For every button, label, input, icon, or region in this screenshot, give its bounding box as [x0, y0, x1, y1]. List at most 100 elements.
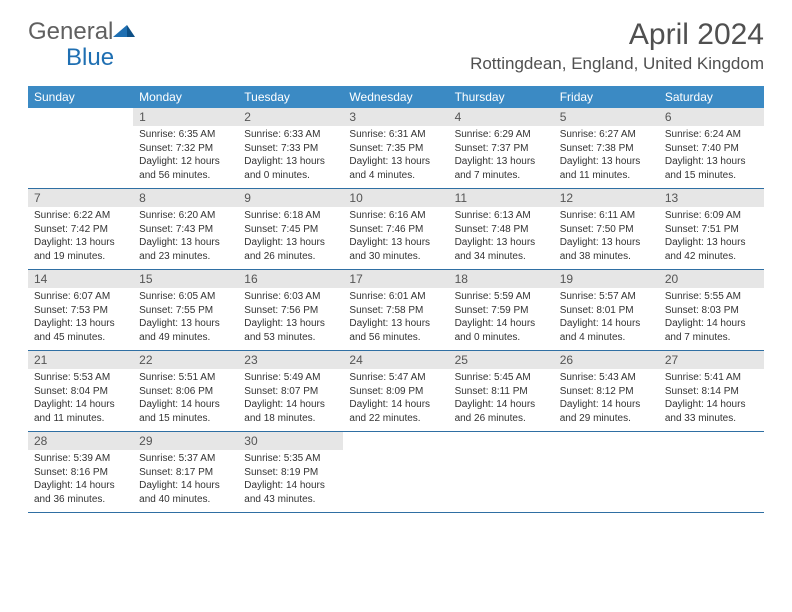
sunset-text: Sunset: 8:14 PM: [665, 385, 758, 399]
sunrise-text: Sunrise: 6:29 AM: [455, 128, 548, 142]
day-cell: 28Sunrise: 5:39 AMSunset: 8:16 PMDayligh…: [28, 432, 133, 512]
day-cell: 3Sunrise: 6:31 AMSunset: 7:35 PMDaylight…: [343, 108, 448, 188]
day-number: [343, 432, 448, 450]
daylight-text: Daylight: 13 hours and 53 minutes.: [244, 317, 337, 344]
sunset-text: Sunset: 7:50 PM: [560, 223, 653, 237]
day-details: Sunrise: 6:07 AMSunset: 7:53 PMDaylight:…: [28, 288, 133, 350]
sunset-text: Sunset: 7:32 PM: [139, 142, 232, 156]
day-details: Sunrise: 5:55 AMSunset: 8:03 PMDaylight:…: [659, 288, 764, 350]
day-details: Sunrise: 6:09 AMSunset: 7:51 PMDaylight:…: [659, 207, 764, 269]
day-cell: 10Sunrise: 6:16 AMSunset: 7:46 PMDayligh…: [343, 189, 448, 269]
week-row: 28Sunrise: 5:39 AMSunset: 8:16 PMDayligh…: [28, 432, 764, 513]
day-cell: 23Sunrise: 5:49 AMSunset: 8:07 PMDayligh…: [238, 351, 343, 431]
month-title: April 2024: [470, 18, 764, 52]
day-details: Sunrise: 5:47 AMSunset: 8:09 PMDaylight:…: [343, 369, 448, 431]
sunset-text: Sunset: 8:03 PM: [665, 304, 758, 318]
day-details: Sunrise: 5:51 AMSunset: 8:06 PMDaylight:…: [133, 369, 238, 431]
day-number: 5: [554, 108, 659, 126]
sunset-text: Sunset: 7:45 PM: [244, 223, 337, 237]
daylight-text: Daylight: 14 hours and 15 minutes.: [139, 398, 232, 425]
brand-mark-icon: [113, 18, 135, 46]
day-details: Sunrise: 5:57 AMSunset: 8:01 PMDaylight:…: [554, 288, 659, 350]
day-details: Sunrise: 5:41 AMSunset: 8:14 PMDaylight:…: [659, 369, 764, 431]
day-details: [343, 450, 448, 458]
day-number: 2: [238, 108, 343, 126]
daylight-text: Daylight: 13 hours and 15 minutes.: [665, 155, 758, 182]
sunrise-text: Sunrise: 6:11 AM: [560, 209, 653, 223]
day-cell: 27Sunrise: 5:41 AMSunset: 8:14 PMDayligh…: [659, 351, 764, 431]
day-number: 30: [238, 432, 343, 450]
day-cell: 8Sunrise: 6:20 AMSunset: 7:43 PMDaylight…: [133, 189, 238, 269]
day-number: 12: [554, 189, 659, 207]
day-number: 13: [659, 189, 764, 207]
daylight-text: Daylight: 13 hours and 56 minutes.: [349, 317, 442, 344]
day-cell: 2Sunrise: 6:33 AMSunset: 7:33 PMDaylight…: [238, 108, 343, 188]
day-number: [28, 108, 133, 126]
daylight-text: Daylight: 14 hours and 11 minutes.: [34, 398, 127, 425]
sunset-text: Sunset: 7:43 PM: [139, 223, 232, 237]
daylight-text: Daylight: 14 hours and 7 minutes.: [665, 317, 758, 344]
day-number: 26: [554, 351, 659, 369]
day-header-row: Sunday Monday Tuesday Wednesday Thursday…: [28, 86, 764, 108]
sunrise-text: Sunrise: 6:33 AM: [244, 128, 337, 142]
sunrise-text: Sunrise: 5:41 AM: [665, 371, 758, 385]
sunset-text: Sunset: 7:51 PM: [665, 223, 758, 237]
day-number: 15: [133, 270, 238, 288]
day-number: 8: [133, 189, 238, 207]
day-cell: 16Sunrise: 6:03 AMSunset: 7:56 PMDayligh…: [238, 270, 343, 350]
day-number: 18: [449, 270, 554, 288]
day-number: 10: [343, 189, 448, 207]
day-cell: 5Sunrise: 6:27 AMSunset: 7:38 PMDaylight…: [554, 108, 659, 188]
day-number: [554, 432, 659, 450]
day-details: [449, 450, 554, 458]
day-number: 21: [28, 351, 133, 369]
title-block: April 2024 Rottingdean, England, United …: [470, 18, 764, 74]
daylight-text: Daylight: 13 hours and 7 minutes.: [455, 155, 548, 182]
day-details: Sunrise: 5:49 AMSunset: 8:07 PMDaylight:…: [238, 369, 343, 431]
day-cell: [659, 432, 764, 512]
sunrise-text: Sunrise: 6:13 AM: [455, 209, 548, 223]
day-cell: 18Sunrise: 5:59 AMSunset: 7:59 PMDayligh…: [449, 270, 554, 350]
sunrise-text: Sunrise: 6:16 AM: [349, 209, 442, 223]
week-row: 7Sunrise: 6:22 AMSunset: 7:42 PMDaylight…: [28, 189, 764, 270]
day-details: Sunrise: 6:20 AMSunset: 7:43 PMDaylight:…: [133, 207, 238, 269]
day-cell: 19Sunrise: 5:57 AMSunset: 8:01 PMDayligh…: [554, 270, 659, 350]
day-cell: 21Sunrise: 5:53 AMSunset: 8:04 PMDayligh…: [28, 351, 133, 431]
daylight-text: Daylight: 14 hours and 26 minutes.: [455, 398, 548, 425]
sunset-text: Sunset: 8:07 PM: [244, 385, 337, 399]
daylight-text: Daylight: 13 hours and 34 minutes.: [455, 236, 548, 263]
day-details: Sunrise: 6:16 AMSunset: 7:46 PMDaylight:…: [343, 207, 448, 269]
week-row: 14Sunrise: 6:07 AMSunset: 7:53 PMDayligh…: [28, 270, 764, 351]
day-number: 7: [28, 189, 133, 207]
sunset-text: Sunset: 7:46 PM: [349, 223, 442, 237]
day-details: Sunrise: 6:33 AMSunset: 7:33 PMDaylight:…: [238, 126, 343, 188]
sunset-text: Sunset: 7:42 PM: [34, 223, 127, 237]
daylight-text: Daylight: 13 hours and 49 minutes.: [139, 317, 232, 344]
day-cell: 1Sunrise: 6:35 AMSunset: 7:32 PMDaylight…: [133, 108, 238, 188]
day-cell: 6Sunrise: 6:24 AMSunset: 7:40 PMDaylight…: [659, 108, 764, 188]
sunset-text: Sunset: 8:06 PM: [139, 385, 232, 399]
sunset-text: Sunset: 7:56 PM: [244, 304, 337, 318]
day-details: Sunrise: 5:45 AMSunset: 8:11 PMDaylight:…: [449, 369, 554, 431]
day-details: Sunrise: 6:11 AMSunset: 7:50 PMDaylight:…: [554, 207, 659, 269]
day-number: 27: [659, 351, 764, 369]
day-details: Sunrise: 6:35 AMSunset: 7:32 PMDaylight:…: [133, 126, 238, 188]
daylight-text: Daylight: 13 hours and 38 minutes.: [560, 236, 653, 263]
day-details: Sunrise: 6:18 AMSunset: 7:45 PMDaylight:…: [238, 207, 343, 269]
day-cell: 13Sunrise: 6:09 AMSunset: 7:51 PMDayligh…: [659, 189, 764, 269]
day-cell: 26Sunrise: 5:43 AMSunset: 8:12 PMDayligh…: [554, 351, 659, 431]
sunset-text: Sunset: 7:55 PM: [139, 304, 232, 318]
day-details: Sunrise: 6:05 AMSunset: 7:55 PMDaylight:…: [133, 288, 238, 350]
day-number: 11: [449, 189, 554, 207]
daylight-text: Daylight: 12 hours and 56 minutes.: [139, 155, 232, 182]
daylight-text: Daylight: 14 hours and 43 minutes.: [244, 479, 337, 506]
day-cell: 4Sunrise: 6:29 AMSunset: 7:37 PMDaylight…: [449, 108, 554, 188]
day-details: Sunrise: 6:22 AMSunset: 7:42 PMDaylight:…: [28, 207, 133, 269]
day-number: 24: [343, 351, 448, 369]
day-cell: 9Sunrise: 6:18 AMSunset: 7:45 PMDaylight…: [238, 189, 343, 269]
sunrise-text: Sunrise: 5:43 AM: [560, 371, 653, 385]
daylight-text: Daylight: 14 hours and 33 minutes.: [665, 398, 758, 425]
sunset-text: Sunset: 7:33 PM: [244, 142, 337, 156]
sunset-text: Sunset: 7:59 PM: [455, 304, 548, 318]
sunrise-text: Sunrise: 5:49 AM: [244, 371, 337, 385]
